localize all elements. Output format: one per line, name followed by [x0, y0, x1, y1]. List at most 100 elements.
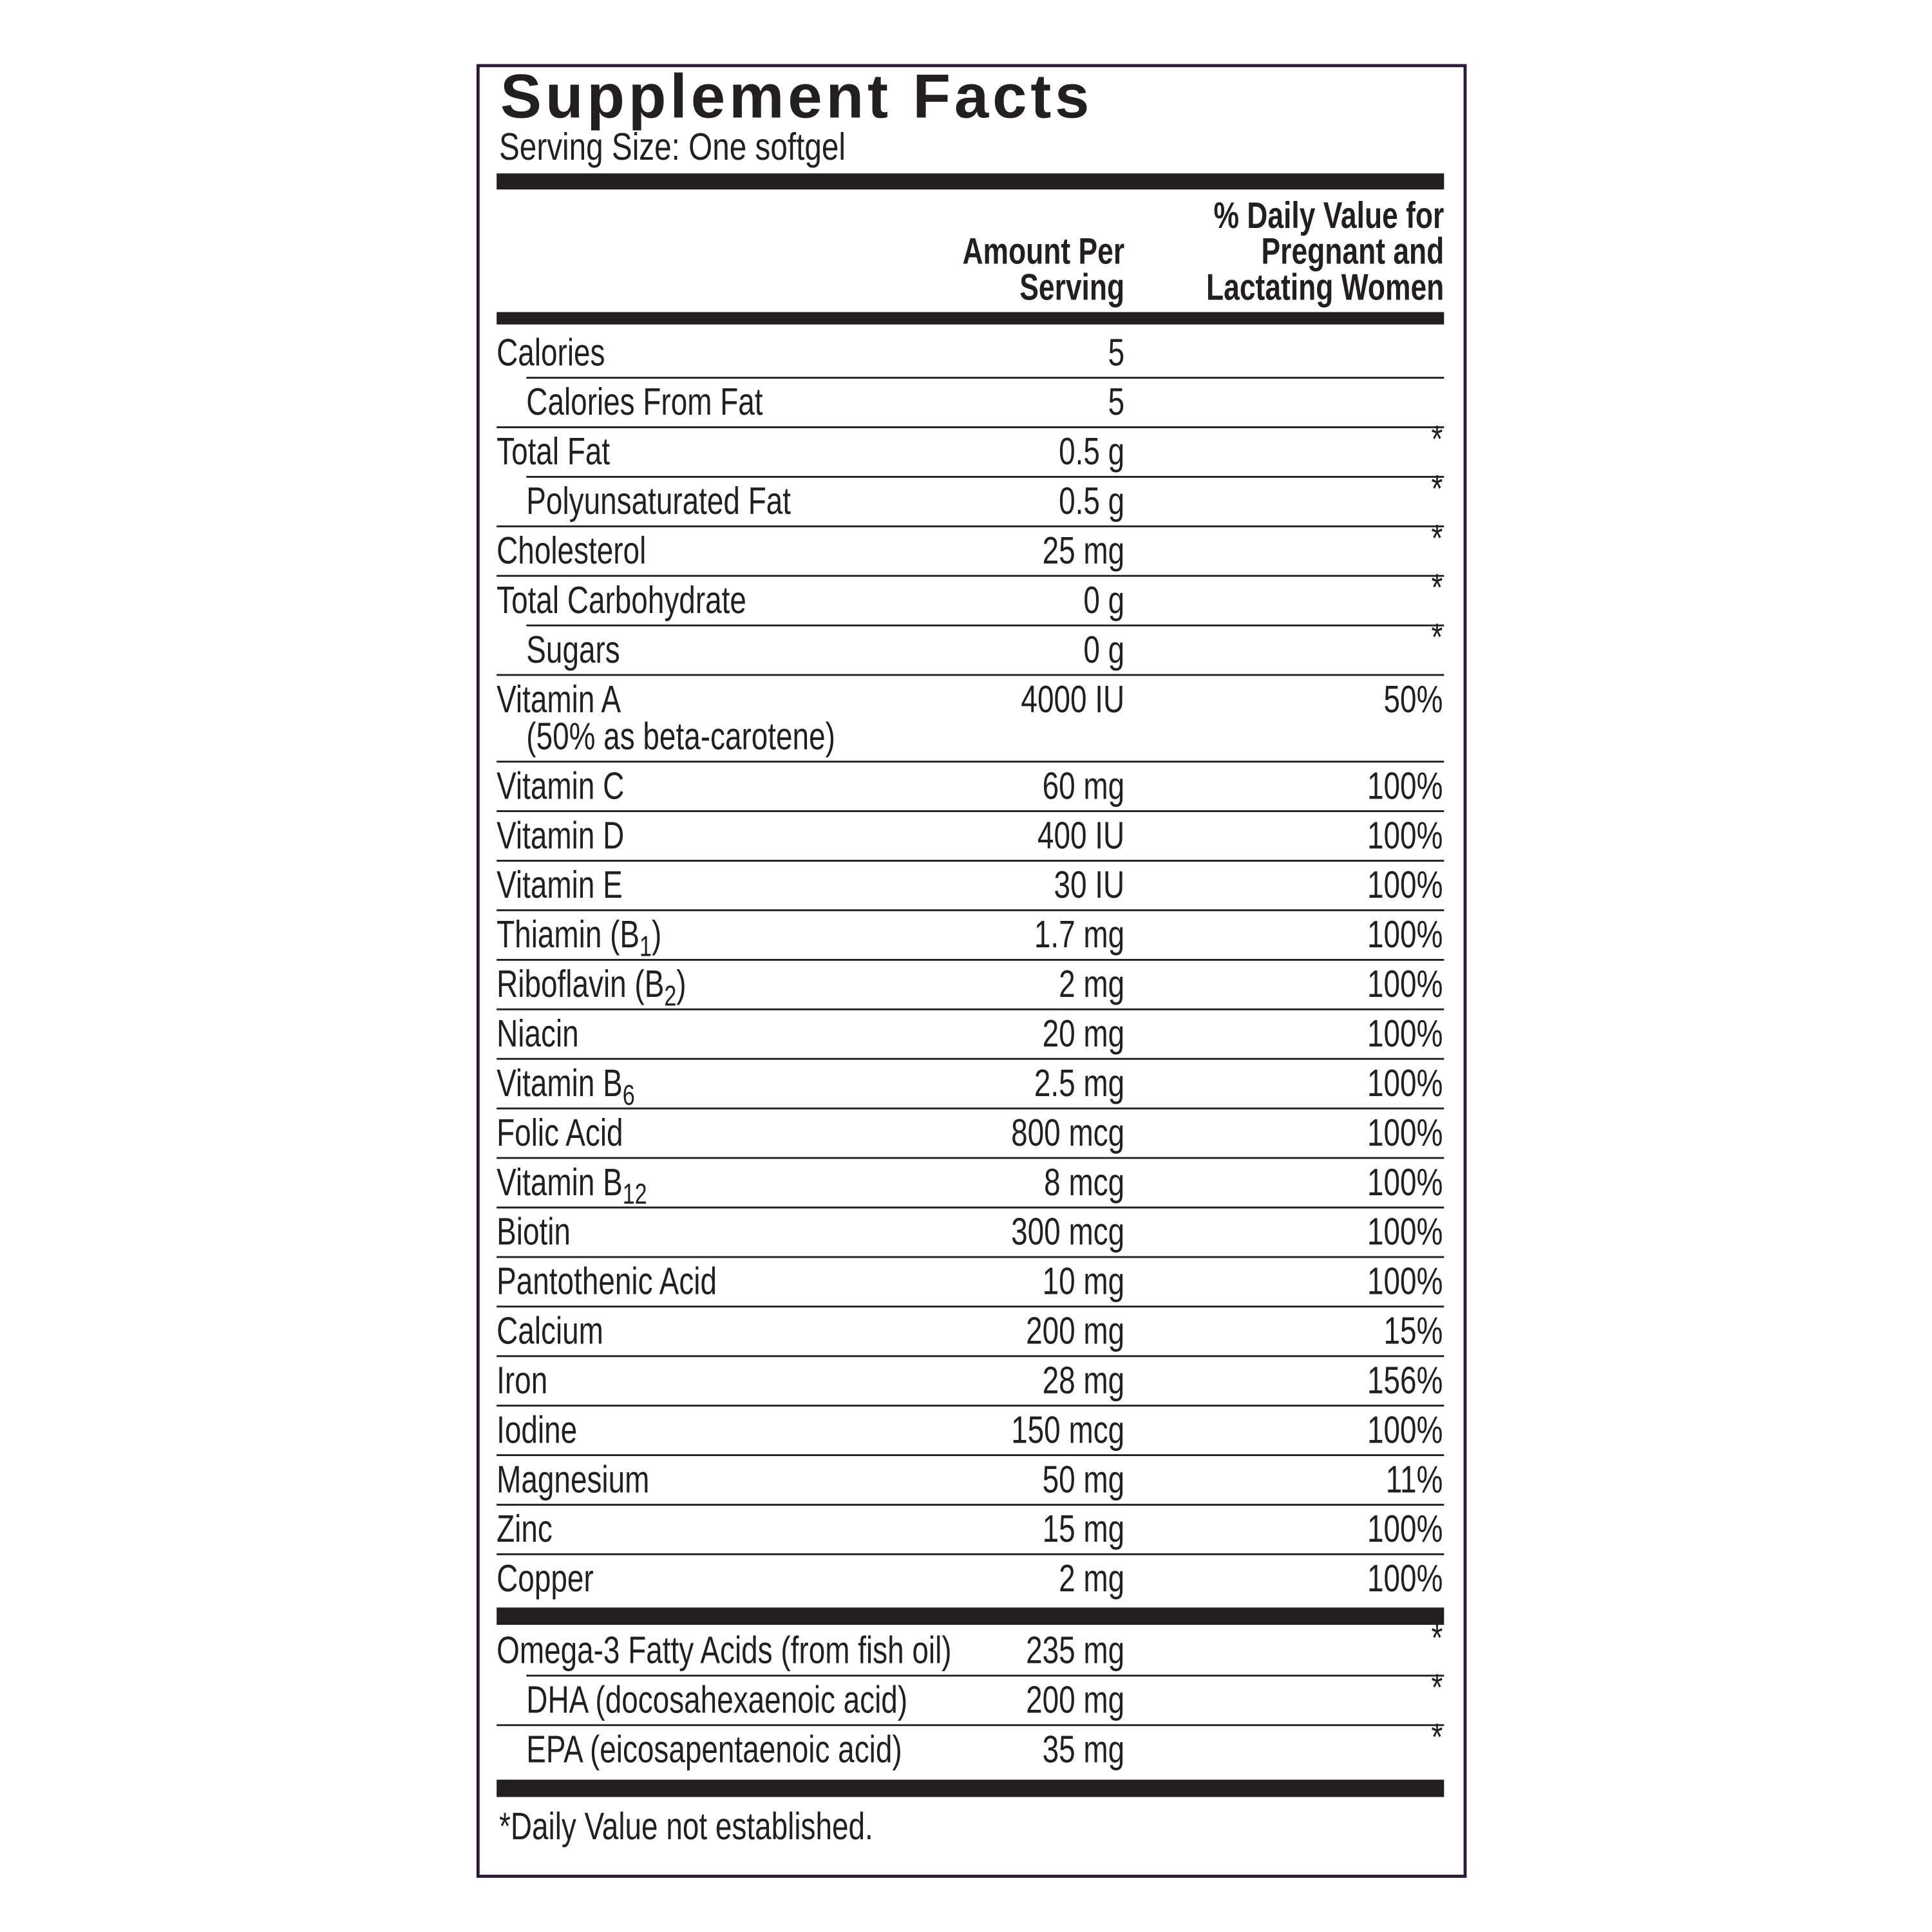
- row-name: Calories: [497, 332, 605, 374]
- row-amount: 0 g: [1083, 579, 1124, 621]
- row-name: Polyunsaturated Fat: [526, 480, 791, 522]
- row-daily-value: 50%: [1384, 678, 1443, 721]
- row-daily-value: 100%: [1367, 765, 1443, 808]
- row-name: Folic Acid: [497, 1112, 623, 1154]
- row-daily-value: 100%: [1367, 1012, 1443, 1055]
- name-part: ): [652, 913, 661, 956]
- daily-value-header: % Daily Value for: [1213, 194, 1444, 236]
- row-amount: 200 mg: [1026, 1679, 1124, 1721]
- row-amount: 5: [1108, 381, 1125, 424]
- row-name: Total Carbohydrate: [497, 579, 746, 621]
- row-name: Biotin: [497, 1211, 571, 1253]
- row-amount: 60 mg: [1043, 765, 1125, 808]
- row-amount: 4000 IU: [1021, 678, 1124, 721]
- thick-rule: [497, 1607, 1444, 1625]
- row-daily-value: 100%: [1367, 1409, 1443, 1452]
- row-name: Magnesium: [497, 1459, 649, 1501]
- row-amount: 150 mcg: [1011, 1409, 1124, 1452]
- serving-size: Serving Size: One softgel: [499, 126, 846, 168]
- subscript: 12: [623, 1179, 647, 1210]
- row-daily-value: 100%: [1367, 1260, 1443, 1303]
- row-amount: 10 mg: [1043, 1260, 1125, 1303]
- row-name: Copper: [497, 1557, 594, 1600]
- row-daily-value: 156%: [1367, 1359, 1443, 1402]
- row-amount: 20 mg: [1043, 1012, 1125, 1055]
- daily-value-header: Lactating Women: [1206, 266, 1444, 308]
- row-amount: 400 IU: [1037, 815, 1124, 857]
- row-name: Vitamin C: [497, 765, 624, 808]
- row-name: DHA (docosahexaenoic acid): [526, 1679, 907, 1721]
- row-name: Vitamin D: [497, 815, 624, 857]
- row-daily-value: 100%: [1367, 1557, 1443, 1600]
- row-name: Omega-3 Fatty Acids (from fish oil): [497, 1629, 951, 1672]
- daily-value-header: Pregnant and: [1262, 230, 1444, 272]
- row-name: Thiamin (B1): [497, 913, 661, 962]
- row-daily-value: 100%: [1367, 1161, 1443, 1204]
- row-amount: 25 mg: [1043, 529, 1125, 572]
- title: Supplement Facts: [500, 62, 1093, 131]
- subscript: 1: [639, 931, 652, 962]
- row-name: Vitamin B12: [497, 1161, 647, 1210]
- row-name: Zinc: [497, 1508, 553, 1551]
- row-name: Pantothenic Acid: [497, 1260, 717, 1303]
- row-name: Sugars: [526, 629, 620, 671]
- row-daily-value: 15%: [1384, 1310, 1443, 1352]
- row-amount: 35 mg: [1043, 1728, 1125, 1771]
- label-border: [476, 64, 1467, 1878]
- amount-header: Amount Per: [962, 230, 1124, 272]
- row-name: EPA (eicosapentaenoic acid): [526, 1728, 902, 1771]
- name-part: ): [676, 963, 686, 1005]
- thick-rule: [497, 173, 1444, 190]
- row-daily-value: 100%: [1367, 864, 1443, 907]
- row-amount: 15 mg: [1043, 1508, 1125, 1551]
- row-amount: 5: [1108, 332, 1125, 374]
- row-amount: 0.5 g: [1059, 480, 1124, 522]
- row-name: Iodine: [497, 1409, 577, 1452]
- row-amount: 8 mcg: [1044, 1161, 1124, 1204]
- row-name: Vitamin A: [497, 678, 621, 721]
- row-name: Cholesterol: [497, 529, 646, 572]
- row-daily-value: *: [1432, 1667, 1443, 1709]
- row-note: (50% as beta-carotene): [526, 715, 835, 758]
- row-name: Vitamin B6: [497, 1062, 635, 1111]
- row-daily-value: *: [1432, 1617, 1443, 1660]
- row-daily-value: 100%: [1367, 1112, 1443, 1154]
- row-name: Total Fat: [497, 430, 610, 473]
- row-daily-value: 11%: [1386, 1459, 1443, 1501]
- thick-rule: [497, 1779, 1444, 1797]
- row-daily-value: *: [1432, 567, 1443, 609]
- row-name: Vitamin E: [497, 864, 623, 907]
- row-amount: 300 mcg: [1011, 1211, 1124, 1253]
- row-amount: 2.5 mg: [1034, 1062, 1124, 1104]
- name-part: Riboflavin (B: [497, 963, 664, 1005]
- amount-header: Serving: [1019, 266, 1124, 308]
- thick-rule: [497, 312, 1444, 325]
- row-amount: 2 mg: [1059, 963, 1124, 1005]
- row-daily-value: 100%: [1367, 913, 1443, 956]
- row-daily-value: *: [1432, 517, 1443, 560]
- row-name: Niacin: [497, 1012, 579, 1055]
- row-daily-value: *: [1432, 616, 1443, 659]
- row-name: Calcium: [497, 1310, 603, 1352]
- row-amount: 28 mg: [1043, 1359, 1125, 1402]
- row-daily-value: 100%: [1367, 963, 1443, 1005]
- row-daily-value: 100%: [1367, 1508, 1443, 1551]
- row-daily-value: 100%: [1367, 815, 1443, 857]
- name-part: Thiamin (B: [497, 913, 639, 956]
- row-daily-value: *: [1432, 418, 1443, 460]
- row-amount: 235 mg: [1026, 1629, 1124, 1672]
- row-name: Calories From Fat: [526, 381, 762, 424]
- row-name: Riboflavin (B2): [497, 963, 686, 1012]
- footnote: *Daily Value not established.: [499, 1805, 873, 1848]
- row-amount: 0.5 g: [1059, 430, 1124, 473]
- row-daily-value: *: [1432, 1716, 1443, 1759]
- row-daily-value: *: [1432, 468, 1443, 510]
- subscript: 2: [664, 980, 676, 1012]
- name-part: Vitamin B: [497, 1062, 623, 1104]
- row-amount: 2 mg: [1059, 1557, 1124, 1600]
- row-amount: 0 g: [1083, 629, 1124, 671]
- row-amount: 1.7 mg: [1034, 913, 1124, 956]
- row-amount: 50 mg: [1043, 1459, 1125, 1501]
